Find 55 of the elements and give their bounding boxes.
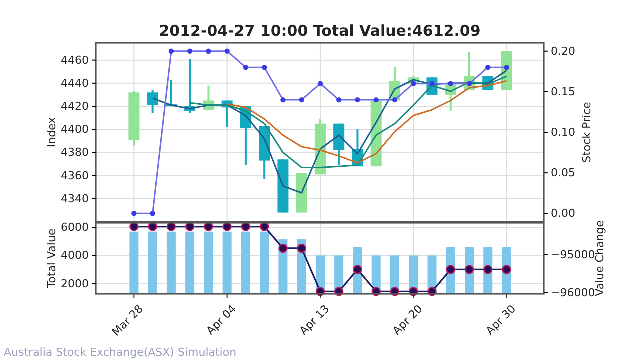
x-tick-label: Apr 30 bbox=[484, 302, 519, 338]
point bbox=[464, 265, 474, 274]
y-tick-label: 4460 bbox=[61, 54, 89, 67]
point bbox=[243, 64, 249, 70]
y2-tick-label: 0.05 bbox=[551, 166, 576, 180]
point bbox=[336, 97, 342, 103]
point bbox=[502, 265, 512, 274]
point bbox=[262, 64, 268, 70]
point bbox=[278, 244, 288, 254]
y2-axis-title: Value Change bbox=[594, 220, 607, 296]
chart-title: 2012-04-27 10:00 Total Value:4612.09 bbox=[159, 22, 481, 40]
point bbox=[504, 64, 510, 70]
point bbox=[132, 211, 137, 216]
point bbox=[353, 265, 362, 274]
point bbox=[374, 97, 379, 103]
y-tick-label: 4440 bbox=[61, 76, 89, 90]
y-tick-label: 4000 bbox=[61, 249, 89, 262]
point bbox=[224, 48, 230, 54]
y2-tick-label: −96000 bbox=[551, 286, 596, 300]
x-tick-label: Apr 04 bbox=[204, 302, 240, 338]
point bbox=[280, 97, 286, 103]
point bbox=[168, 48, 174, 54]
text: Australia Stock Exchange(ASX) Simulation bbox=[4, 346, 237, 359]
y-tick-label: 6000 bbox=[61, 221, 89, 234]
point bbox=[297, 244, 306, 254]
y-tick-label: 4400 bbox=[61, 123, 89, 136]
point bbox=[446, 265, 456, 274]
y-axis-title: Index bbox=[46, 116, 59, 148]
line-series bbox=[189, 76, 508, 168]
point bbox=[486, 64, 491, 70]
point bbox=[187, 48, 193, 54]
point bbox=[448, 81, 454, 86]
point bbox=[392, 97, 398, 103]
point bbox=[299, 97, 304, 103]
y2-tick-label: 0.20 bbox=[551, 44, 576, 58]
x-tick-label: Apr 13 bbox=[297, 302, 332, 338]
point bbox=[355, 97, 360, 103]
y2-axis-title: Stock Price bbox=[580, 102, 594, 163]
y2-tick-label: 0.00 bbox=[551, 207, 576, 220]
y2-tick-label: 0.15 bbox=[551, 85, 576, 98]
x-tick-label: Mar 28 bbox=[110, 302, 146, 339]
y-tick-label: 2000 bbox=[61, 277, 89, 290]
y-tick-label: 4420 bbox=[61, 100, 89, 114]
y-axis-title: Total Value bbox=[46, 228, 59, 290]
point bbox=[206, 48, 212, 54]
y2-tick-label: −95000 bbox=[551, 248, 596, 262]
y-tick-label: 4380 bbox=[61, 146, 89, 160]
point bbox=[150, 211, 156, 216]
x-tick-label: Apr 20 bbox=[390, 302, 426, 338]
y2-tick-label: 0.10 bbox=[551, 126, 576, 140]
y-tick-label: 4360 bbox=[61, 169, 89, 182]
candlestick bbox=[147, 89, 158, 114]
point bbox=[318, 81, 324, 86]
point bbox=[484, 265, 493, 274]
y-tick-label: 4340 bbox=[61, 192, 89, 206]
